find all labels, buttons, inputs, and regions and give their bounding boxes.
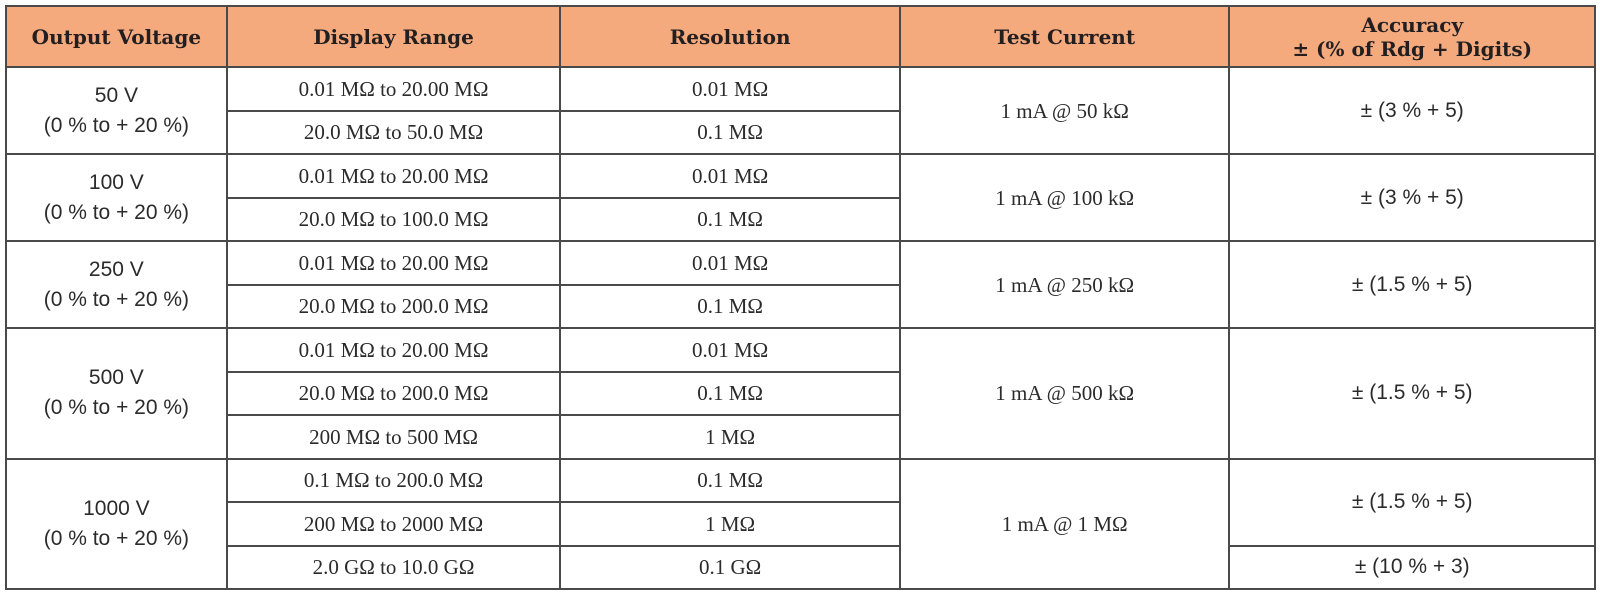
header-resolution: Resolution (559, 5, 901, 68)
display-range-cell: 0.01 MΩ to 20.00 MΩ (225, 327, 562, 373)
output-voltage-cell: 500 V (0 % to + 20 %) (5, 327, 228, 460)
display-range-cell: 0.01 MΩ to 20.00 MΩ (225, 240, 562, 286)
accuracy-cell: ± (1.5 % + 5) (1228, 327, 1596, 460)
accuracy-cell: ± (10 % + 3) (1228, 544, 1596, 590)
test-current-cell: 1 mA @ 250 kΩ (898, 240, 1231, 329)
test-current-cell: 1 mA @ 500 kΩ (898, 327, 1231, 460)
resolution-cell: 0.01 MΩ (559, 327, 901, 373)
accuracy-cell: ± (1.5 % + 5) (1228, 240, 1596, 329)
accuracy-cell: ± (1.5 % + 5) (1228, 457, 1596, 547)
test-current-cell: 1 mA @ 100 kΩ (898, 153, 1231, 242)
voltage-tolerance: (0 % to + 20 %) (43, 113, 190, 137)
test-current-cell: 1 mA @ 50 kΩ (898, 66, 1231, 155)
header-row: Output Voltage Display Range Resolution … (5, 5, 1596, 68)
accuracy-cell: ± (3 % + 5) (1228, 153, 1596, 242)
table-row: 1000 V (0 % to + 20 %) 0.1 MΩ to 200.0 MΩ 0… (5, 457, 1596, 590)
resolution-cell: 1 MΩ (559, 501, 901, 547)
output-voltage-cell: 250 V (0 % to + 20 %) (5, 240, 228, 329)
test-current-cell: 1 mA @ 1 MΩ (898, 457, 1231, 590)
resolution-cell: 0.1 MΩ (559, 283, 901, 329)
header-accuracy: Accuracy ± (% of Rdg + Digits) (1228, 5, 1596, 68)
resolution-cell: 0.1 MΩ (559, 109, 901, 155)
voltage-value: 1000 V (83, 496, 150, 520)
header-accuracy-title: Accuracy (1361, 12, 1464, 37)
resolution-cell: 0.1 GΩ (559, 544, 901, 590)
display-range-cell: 0.1 MΩ to 200.0 MΩ (225, 457, 562, 503)
voltage-value: 500 V (88, 366, 144, 390)
voltage-value: 100 V (88, 170, 144, 194)
resolution-cell: 0.1 MΩ (559, 196, 901, 242)
specifications-table: Output Voltage Display Range Resolution … (5, 5, 1596, 590)
header-accuracy-subtitle: ± (% of Rdg + Digits) (1292, 36, 1533, 61)
table-row: 500 V (0 % to + 20 %) 0.01 MΩ to 20.00 MΩ 0… (5, 327, 1596, 460)
header-output-voltage: Output Voltage (5, 5, 228, 68)
table-row: 200 MΩ to 2000 MΩ 1 MΩ (6, 501, 1595, 547)
resolution-cell: 0.01 MΩ (559, 66, 901, 112)
table-row: 2.0 GΩ to 10.0 GΩ 0.1 GΩ ± (10 % + 3) (6, 544, 1596, 590)
display-range-cell: 200 MΩ to 2000 MΩ (225, 501, 562, 547)
voltage-tolerance: (0 % to + 20 %) (43, 396, 190, 420)
output-voltage-cell: 1000 V (0 % to + 20 %) (5, 457, 228, 590)
voltage-value: 250 V (88, 257, 144, 281)
header-test-current: Test Current (898, 5, 1231, 68)
voltage-tolerance: (0 % to + 20 %) (43, 200, 190, 224)
display-range-cell: 2.0 GΩ to 10.0 GΩ (225, 544, 562, 590)
resolution-cell: 1 MΩ (559, 414, 901, 460)
display-range-cell: 0.01 MΩ to 20.00 MΩ (225, 66, 562, 112)
voltage-tolerance: (0 % to + 20 %) (43, 287, 190, 311)
table-row: 20.0 MΩ to 200.0 MΩ 0.1 MΩ (6, 283, 1595, 329)
resolution-cell: 0.01 MΩ (559, 153, 901, 199)
voltage-tolerance: (0 % to + 20 %) (43, 526, 190, 550)
display-range-cell: 0.01 MΩ to 20.00 MΩ (225, 153, 562, 199)
table-body: 50 V (0 % to + 20 %) 0.01 MΩ to 20.00 MΩ 0.… (5, 66, 1596, 590)
display-range-cell: 200 MΩ to 500 MΩ (225, 414, 562, 460)
display-range-cell: 20.0 MΩ to 50.0 MΩ (225, 109, 562, 155)
table-row: 250 V (0 % to + 20 %) 0.01 MΩ to 20.00 MΩ 0… (5, 240, 1596, 329)
accuracy-cell: ± (3 % + 5) (1228, 66, 1596, 155)
display-range-cell: 20.0 MΩ to 200.0 MΩ (225, 283, 562, 329)
output-voltage-cell: 100 V (0 % to + 20 %) (5, 153, 228, 242)
table-row: 50 V (0 % to + 20 %) 0.01 MΩ to 20.00 MΩ 0.… (5, 66, 1596, 155)
output-voltage-cell: 50 V (0 % to + 20 %) (5, 66, 228, 155)
table-row: 200 MΩ to 500 MΩ 1 MΩ (6, 414, 1595, 460)
display-range-cell: 20.0 MΩ to 200.0 MΩ (225, 370, 562, 416)
table-row: 20.0 MΩ to 50.0 MΩ 0.1 MΩ (6, 109, 1595, 155)
resolution-cell: 0.01 MΩ (559, 240, 901, 286)
voltage-value: 50 V (94, 83, 138, 107)
resolution-cell: 0.1 MΩ (559, 370, 901, 416)
resolution-cell: 0.1 MΩ (559, 457, 901, 503)
table-row: 20.0 MΩ to 200.0 MΩ 0.1 MΩ (6, 370, 1595, 416)
table-row: 20.0 MΩ to 100.0 MΩ 0.1 MΩ (6, 196, 1595, 242)
display-range-cell: 20.0 MΩ to 100.0 MΩ (225, 196, 562, 242)
table-row: 100 V (0 % to + 20 %) 0.01 MΩ to 20.00 MΩ 0… (5, 153, 1596, 242)
header-display-range: Display Range (225, 5, 562, 68)
